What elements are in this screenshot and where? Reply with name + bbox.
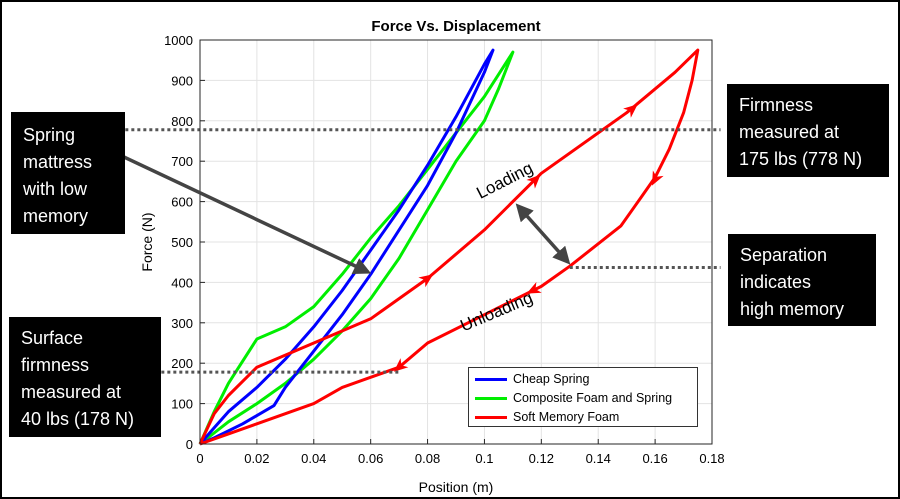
callout-line: measured at bbox=[739, 122, 840, 142]
legend-swatch-blue bbox=[475, 377, 507, 381]
y-tick-label: 200 bbox=[171, 356, 193, 371]
callout-surface-firmness: Surface firmness measured at 40 lbs (178… bbox=[9, 317, 161, 437]
y-tick-label: 300 bbox=[171, 316, 193, 331]
y-tick-label: 800 bbox=[171, 114, 193, 129]
legend-label: Soft Memory Foam bbox=[513, 410, 620, 424]
x-tick-label: 0.12 bbox=[529, 451, 554, 466]
callout-firmness-175: Firmness measured at 175 lbs (778 N) bbox=[727, 84, 889, 177]
legend-swatch-green bbox=[475, 396, 507, 400]
legend-label: Composite Foam and Spring bbox=[513, 391, 673, 405]
x-axis-label: Position (m) bbox=[419, 479, 494, 495]
direction-arrows bbox=[393, 104, 664, 372]
direction-arrowhead bbox=[651, 170, 664, 186]
x-tick-label: 0.14 bbox=[586, 451, 611, 466]
x-tick-label: 0.16 bbox=[642, 451, 667, 466]
chart-title: Force Vs. Displacement bbox=[371, 18, 540, 35]
series-line-composite-foam-and-spring bbox=[198, 50, 515, 446]
ticks: 0 0.02 0.04 0.06 0.08 0.1 0.12 0.14 0.16 0.18 0 100… bbox=[164, 33, 725, 466]
y-tick-label: 900 bbox=[171, 73, 193, 88]
x-tick-label: 0.08 bbox=[415, 451, 440, 466]
callout-line: memory bbox=[23, 206, 89, 226]
y-tick-label: 500 bbox=[171, 235, 193, 250]
y-axis-label: Force (N) bbox=[139, 212, 155, 271]
y-tick-label: 100 bbox=[171, 397, 193, 412]
x-tick-label: 0.02 bbox=[244, 451, 269, 466]
legend-label: Cheap Spring bbox=[513, 372, 590, 386]
x-tick-label: 0.06 bbox=[358, 451, 383, 466]
legend: Cheap Spring Composite Foam and Spring S… bbox=[468, 367, 698, 427]
direction-arrowhead bbox=[623, 104, 638, 118]
series-layer bbox=[198, 48, 700, 446]
y-tick-label: 0 bbox=[186, 437, 193, 452]
callout-line: high memory bbox=[740, 299, 845, 319]
callout-separation: Separation indicates high memory bbox=[728, 234, 876, 326]
direction-arrowhead bbox=[526, 281, 542, 294]
callout-line: measured at bbox=[21, 382, 122, 402]
callout-line: firmness bbox=[21, 355, 90, 375]
series-line-cheap-spring bbox=[198, 48, 495, 446]
callout-spring-memory: Spring mattress with low memory bbox=[11, 112, 125, 234]
direction-arrowhead bbox=[418, 274, 434, 288]
y-tick-label: 1000 bbox=[164, 33, 193, 48]
separation-double-arrow bbox=[515, 203, 571, 265]
direction-arrowhead bbox=[393, 358, 409, 372]
callout-line: indicates bbox=[740, 272, 812, 292]
callout-line: with low bbox=[23, 179, 88, 199]
callout-line: Spring bbox=[23, 125, 76, 145]
legend-item-composite: Composite Foam and Spring bbox=[475, 389, 672, 407]
x-tick-label: 0 bbox=[196, 451, 203, 466]
callout-line: Firmness bbox=[739, 95, 814, 115]
callout-line: 175 lbs (778 N) bbox=[739, 149, 863, 169]
x-tick-label: 0.18 bbox=[699, 451, 724, 466]
legend-swatch-red bbox=[475, 415, 507, 419]
legend-item-memory-foam: Soft Memory Foam bbox=[475, 408, 619, 426]
y-tick-label: 600 bbox=[171, 195, 193, 210]
series-line-soft-memory-foam bbox=[198, 48, 700, 446]
x-tick-label: 0.04 bbox=[301, 451, 326, 466]
y-tick-label: 400 bbox=[171, 275, 193, 290]
callout-line: mattress bbox=[23, 152, 93, 172]
direction-arrowhead bbox=[526, 174, 541, 189]
callout-line: 40 lbs (178 N) bbox=[21, 409, 135, 429]
y-tick-label: 700 bbox=[171, 154, 193, 169]
callout-line: Surface bbox=[21, 328, 84, 348]
callout-line: Separation bbox=[740, 245, 828, 265]
x-tick-label: 0.1 bbox=[475, 451, 493, 466]
legend-item-cheap-spring: Cheap Spring bbox=[475, 370, 589, 388]
spring-pointer-arrow bbox=[123, 155, 372, 274]
